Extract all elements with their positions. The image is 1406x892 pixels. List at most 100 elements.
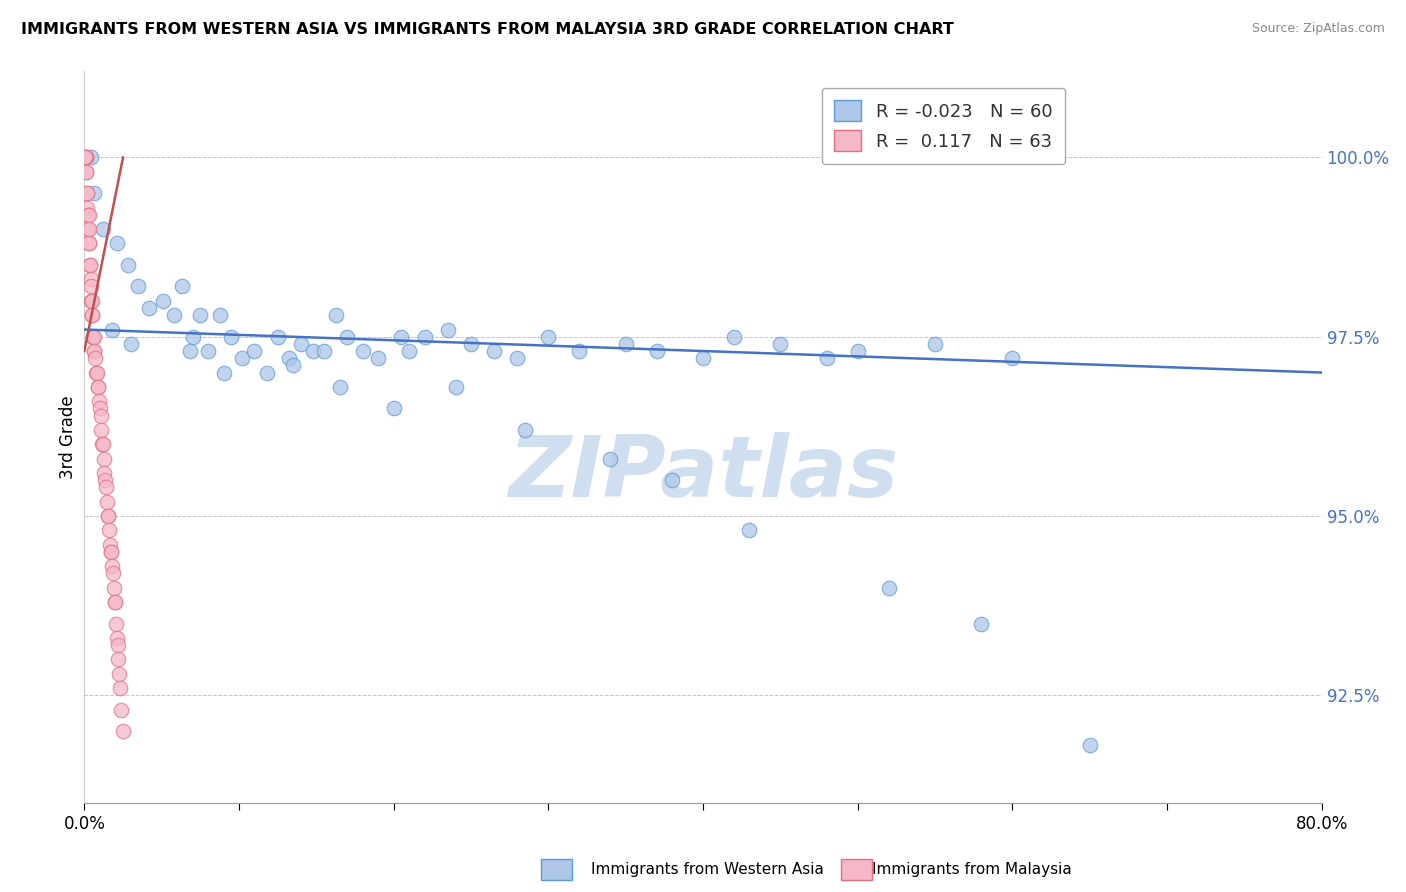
Point [692,351,714,366]
Point [170,279,193,293]
Point [290,336,312,351]
Point [87,394,110,409]
Point [382,401,405,416]
Point [90,409,112,423]
Point [231,351,253,366]
Point [391,329,413,343]
Point [197,344,219,359]
Point [277,351,299,366]
Point [82,329,104,343]
Point [83,344,105,359]
Point [120,336,142,351]
Point [91,437,114,451]
Point [79,258,101,272]
Point [104,595,127,609]
Point [325,308,347,322]
Point [329,380,352,394]
Text: Immigrants from Western Asia: Immigrants from Western Asia [591,863,824,877]
Point [661,473,683,487]
Point [77,208,100,222]
Point [79,150,101,164]
Point [83,186,105,201]
Point [76,201,98,215]
Point [91,222,114,236]
Point [75,150,97,164]
Point [101,559,124,574]
Point [112,724,135,739]
Point [80,293,103,308]
Point [108,666,131,681]
Point [256,366,278,380]
Point [723,329,745,343]
Point [97,508,120,523]
Point [221,329,243,343]
Point [75,150,97,164]
Point [98,524,121,538]
Point [105,631,128,645]
Point [76,186,98,201]
Point [1001,351,1024,366]
Point [84,366,107,380]
Point [107,638,129,652]
Point [283,359,305,373]
Point [90,423,112,437]
Point [91,437,114,451]
Point [212,366,235,380]
Point [75,165,97,179]
Point [96,494,118,508]
Point [970,616,993,631]
Point [877,581,900,595]
Point [103,581,125,595]
Point [84,351,107,366]
Point [188,308,212,322]
Text: IMMIGRANTS FROM WESTERN ASIA VS IMMIGRANTS FROM MALAYSIA 3RD GRADE CORRELATION C: IMMIGRANTS FROM WESTERN ASIA VS IMMIGRAN… [21,22,953,37]
Point [444,380,467,394]
Point [179,344,201,359]
Point [815,351,838,366]
Point [107,652,129,666]
Point [117,258,139,272]
Point [336,329,359,343]
Point [94,473,117,487]
Point [506,351,529,366]
Point [645,344,668,359]
Point [82,308,104,322]
Point [924,336,946,351]
Point [87,380,110,394]
Point [76,208,98,222]
Point [100,545,122,559]
Point [460,336,482,351]
Point [484,344,506,359]
Text: ZIPatlas: ZIPatlas [508,432,898,516]
Point [79,222,101,236]
Point [75,165,97,179]
Y-axis label: 3rd Grade: 3rd Grade [59,395,77,479]
Point [82,329,104,343]
Point [89,401,111,416]
Point [75,150,97,164]
Point [209,308,232,322]
Point [100,545,122,559]
Point [101,566,124,581]
Point [76,186,98,201]
Point [86,380,108,394]
Point [367,351,389,366]
Point [101,322,124,336]
Point [738,524,761,538]
Point [83,329,105,343]
Point [77,222,100,236]
Point [163,308,186,322]
Point [846,344,869,359]
Point [80,279,103,293]
Point [77,236,100,251]
Point [302,344,325,359]
Point [515,423,537,437]
Point [86,366,108,380]
Point [105,236,128,251]
Legend: R = -0.023   N = 60, R =  0.117   N = 63: R = -0.023 N = 60, R = 0.117 N = 63 [821,87,1066,164]
Point [243,344,266,359]
Point [267,329,290,343]
Point [94,480,117,494]
Point [413,329,436,343]
Point [75,150,97,164]
